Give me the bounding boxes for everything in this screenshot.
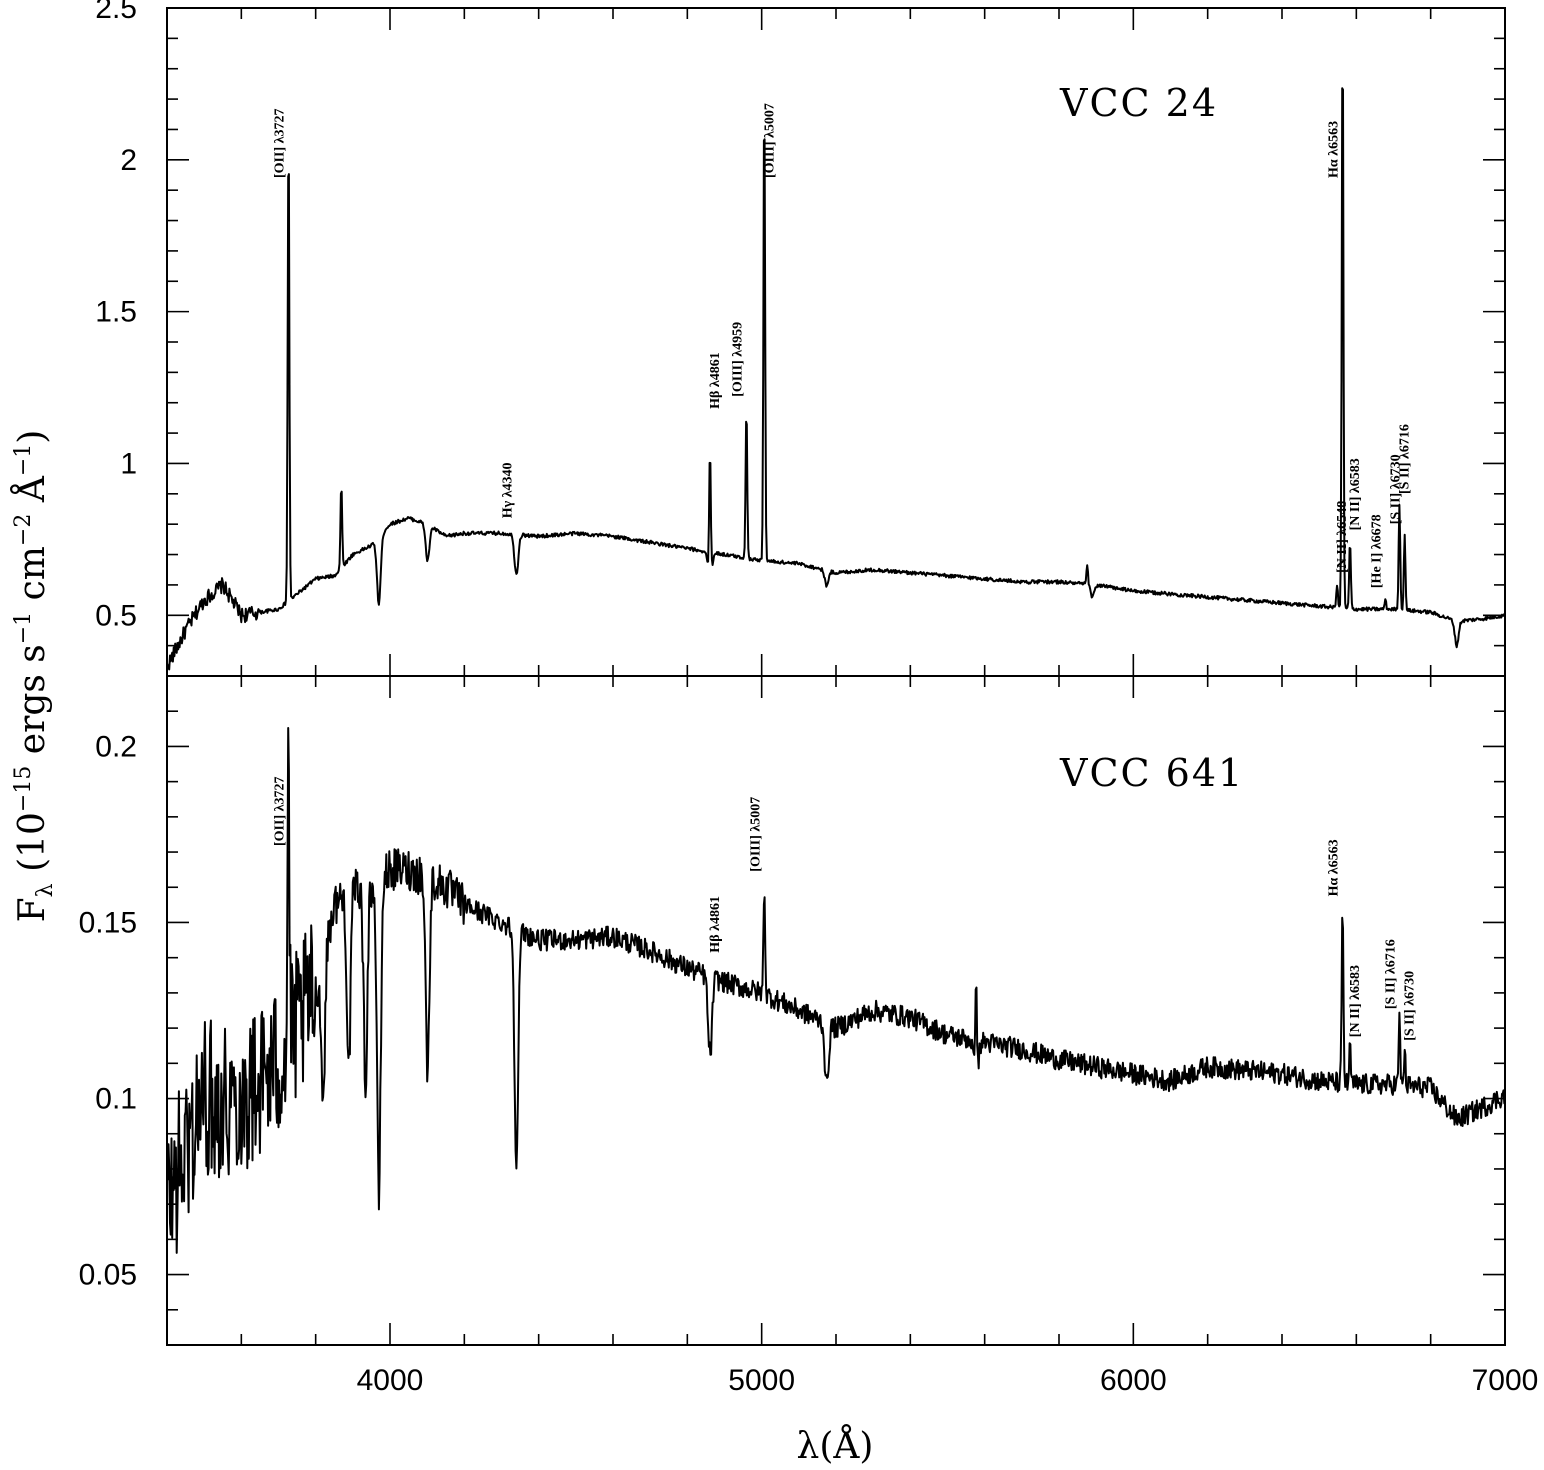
emission-line-label: Hα λ6563 bbox=[1327, 839, 1342, 896]
y-label-pre: (10 bbox=[12, 812, 53, 883]
y-tick-label: 0.1 bbox=[95, 1083, 137, 1116]
x-tick-label: 4000 bbox=[357, 1364, 424, 1397]
panel-title: VCC 24 bbox=[1059, 81, 1218, 125]
panel-title: VCC 641 bbox=[1059, 751, 1244, 795]
x-tick-label: 5000 bbox=[728, 1364, 795, 1397]
y-tick-label: 0.15 bbox=[79, 906, 137, 939]
emission-line-label: Hγ λ4340 bbox=[500, 462, 515, 518]
y-label-post: ) bbox=[12, 430, 53, 444]
emission-line-label: [S II] λ6730 bbox=[1403, 971, 1418, 1041]
emission-line-label: [OIII] λ4959 bbox=[730, 322, 745, 397]
x-axis-label: λ(Å) bbox=[797, 1425, 874, 1467]
y-tick-label: 2 bbox=[120, 144, 137, 177]
x-tick-label: 7000 bbox=[1472, 1364, 1539, 1397]
emission-line-label: [S II] λ6716 bbox=[1383, 939, 1398, 1009]
spectrum-line bbox=[166, 87, 1506, 671]
emission-line-label: [S II] λ6716 bbox=[1397, 424, 1412, 494]
y-tick-label: 0.5 bbox=[95, 599, 137, 632]
y-label-exp2: −1 bbox=[11, 612, 36, 644]
y-label-mid2: cm bbox=[12, 546, 53, 612]
y-label-sub: λ bbox=[33, 883, 58, 897]
emission-line-label: [OIII] λ5007 bbox=[748, 797, 763, 872]
y-label-exp3: −2 bbox=[11, 514, 36, 546]
emission-line-label: [He I] λ6678 bbox=[1369, 514, 1384, 588]
y-tick-label: 1 bbox=[120, 447, 137, 480]
emission-line-label: Hβ λ4861 bbox=[708, 352, 723, 409]
y-label-exp1: −15 bbox=[11, 766, 36, 812]
panel-1: 0.05 0.1 0.15 0.2 VCC 641 [OII] λ3727 Hβ λ4861… bbox=[79, 675, 1506, 1346]
emission-line-label: Hβ λ4861 bbox=[708, 896, 723, 953]
panel-0: 0.5 1 1.5 2 2.5 VCC 24 [OII] λ3727 Hγ λ4340 Hβ λ… bbox=[95, 0, 1506, 677]
emission-line-label: [OIII] λ5007 bbox=[762, 103, 777, 178]
y-axis-label: Fλ (10−15 ergs s−1 cm−2 Å−1) bbox=[11, 430, 58, 923]
y-label-exp4: −1 bbox=[11, 444, 36, 476]
emission-line-label: [N II] λ6548 bbox=[1335, 501, 1350, 573]
y-tick-label: 1.5 bbox=[95, 296, 137, 329]
y-label-mid3: Å bbox=[11, 475, 53, 513]
emission-line-label: Hα λ6563 bbox=[1327, 121, 1342, 178]
emission-line-label: [OII] λ3727 bbox=[273, 109, 288, 179]
y-tick-label: 0.2 bbox=[95, 730, 137, 763]
panel-frame bbox=[166, 7, 1506, 677]
y-tick-label: 2.5 bbox=[95, 0, 137, 25]
emission-line-label: [S II] λ6730 bbox=[1389, 454, 1404, 524]
y-tick-label: 0.05 bbox=[79, 1259, 137, 1292]
y-label-mid: ergs s bbox=[12, 644, 53, 765]
spectra-panels: 0.5 1 1.5 2 2.5 VCC 24 [OII] λ3727 Hγ λ4340 Hβ λ… bbox=[79, 0, 1506, 1346]
spectrum-line bbox=[166, 727, 1506, 1254]
y-label-main: F bbox=[12, 897, 53, 922]
emission-line-label: [N II] λ6583 bbox=[1348, 965, 1363, 1037]
emission-line-label: [OII] λ3727 bbox=[273, 777, 288, 847]
x-axis: 4000 5000 6000 7000 bbox=[357, 1364, 1539, 1397]
x-tick-label: 6000 bbox=[1100, 1364, 1167, 1397]
emission-line-label: [N II] λ6583 bbox=[1348, 458, 1363, 530]
